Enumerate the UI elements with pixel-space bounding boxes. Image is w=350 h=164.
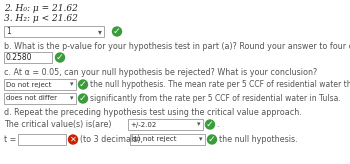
Text: ✓: ✓ — [56, 53, 64, 62]
Text: the null hypothesis.: the null hypothesis. — [219, 135, 298, 144]
Text: ✓: ✓ — [208, 135, 216, 144]
Text: 3. H₂: μ < 21.62: 3. H₂: μ < 21.62 — [4, 14, 78, 23]
Text: 0.2580: 0.2580 — [6, 53, 33, 62]
Text: ▾: ▾ — [70, 82, 74, 88]
Text: Do not reject: Do not reject — [6, 82, 51, 88]
Text: The critical value(s) is(are): The critical value(s) is(are) — [4, 120, 112, 129]
Text: 2. H₀: μ = 21.62: 2. H₀: μ = 21.62 — [4, 4, 78, 13]
Circle shape — [69, 135, 77, 144]
Text: ▾: ▾ — [98, 27, 102, 36]
FancyBboxPatch shape — [4, 52, 52, 63]
Text: ▾: ▾ — [70, 95, 74, 102]
FancyBboxPatch shape — [128, 119, 203, 130]
Text: .: . — [216, 120, 218, 129]
Circle shape — [78, 94, 88, 103]
Text: (to 3 decimals),: (to 3 decimals), — [80, 135, 143, 144]
Circle shape — [56, 53, 64, 62]
FancyBboxPatch shape — [18, 134, 66, 145]
Text: d. Repeat the preceding hypothesis test using the critical value approach.: d. Repeat the preceding hypothesis test … — [4, 108, 302, 117]
Text: does not differ: does not differ — [6, 95, 57, 102]
Text: ▾: ▾ — [197, 122, 201, 127]
Text: 1: 1 — [6, 27, 11, 36]
Text: b. What is the p-value for your hypothesis test in part (a)? Round your answer t: b. What is the p-value for your hypothes… — [4, 42, 350, 51]
Text: ✓: ✓ — [79, 94, 87, 103]
Text: +/-2.02: +/-2.02 — [130, 122, 156, 127]
FancyBboxPatch shape — [4, 26, 104, 37]
Text: c. At α = 0.05, can your null hypothesis be rejected? What is your conclusion?: c. At α = 0.05, can your null hypothesis… — [4, 68, 317, 77]
Text: ✓: ✓ — [206, 120, 214, 129]
Text: ✓: ✓ — [79, 80, 87, 89]
Text: the null hypothesis. The mean rate per 5 CCF of residential water throughout the: the null hypothesis. The mean rate per 5… — [90, 80, 350, 89]
FancyBboxPatch shape — [4, 93, 76, 104]
Circle shape — [78, 80, 88, 89]
Text: t =: t = — [4, 135, 16, 144]
Text: ▾: ▾ — [199, 136, 203, 143]
Circle shape — [112, 27, 121, 36]
Circle shape — [208, 135, 217, 144]
FancyBboxPatch shape — [130, 134, 205, 145]
Text: ✕: ✕ — [70, 135, 76, 144]
Circle shape — [205, 120, 215, 129]
Text: significantly from the rate per 5 CCF of residential water in Tulsa.: significantly from the rate per 5 CCF of… — [90, 94, 341, 103]
FancyBboxPatch shape — [4, 79, 76, 90]
Text: do not reject: do not reject — [132, 136, 176, 143]
Text: ✓: ✓ — [113, 27, 121, 36]
